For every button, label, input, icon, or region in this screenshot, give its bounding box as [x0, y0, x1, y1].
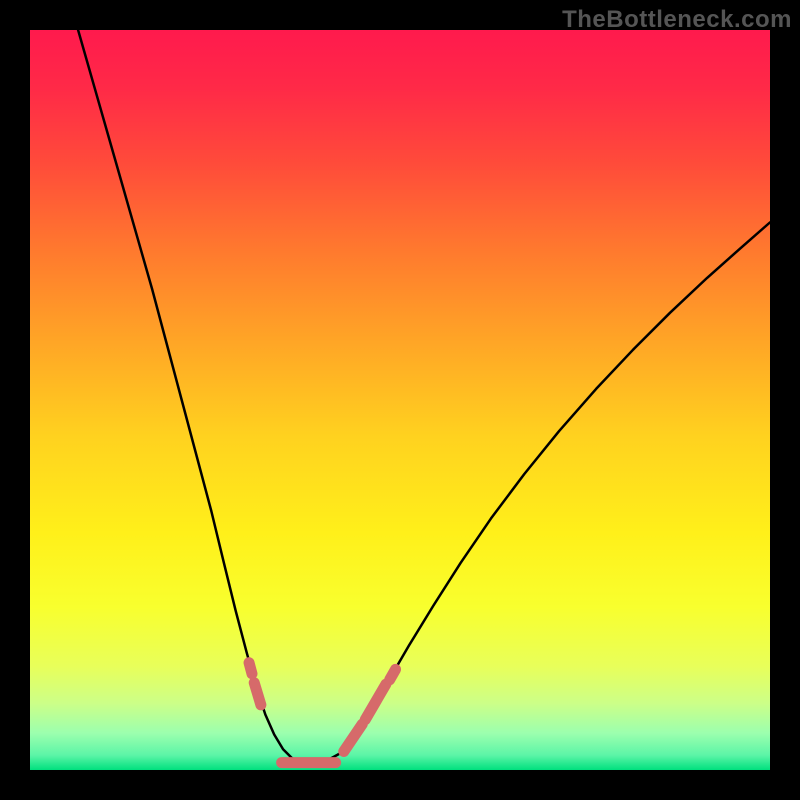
chart-container: TheBottleneck.com [0, 0, 800, 800]
chart-svg [30, 30, 770, 770]
plot-area [30, 30, 770, 770]
watermark-text: TheBottleneck.com [562, 6, 792, 34]
